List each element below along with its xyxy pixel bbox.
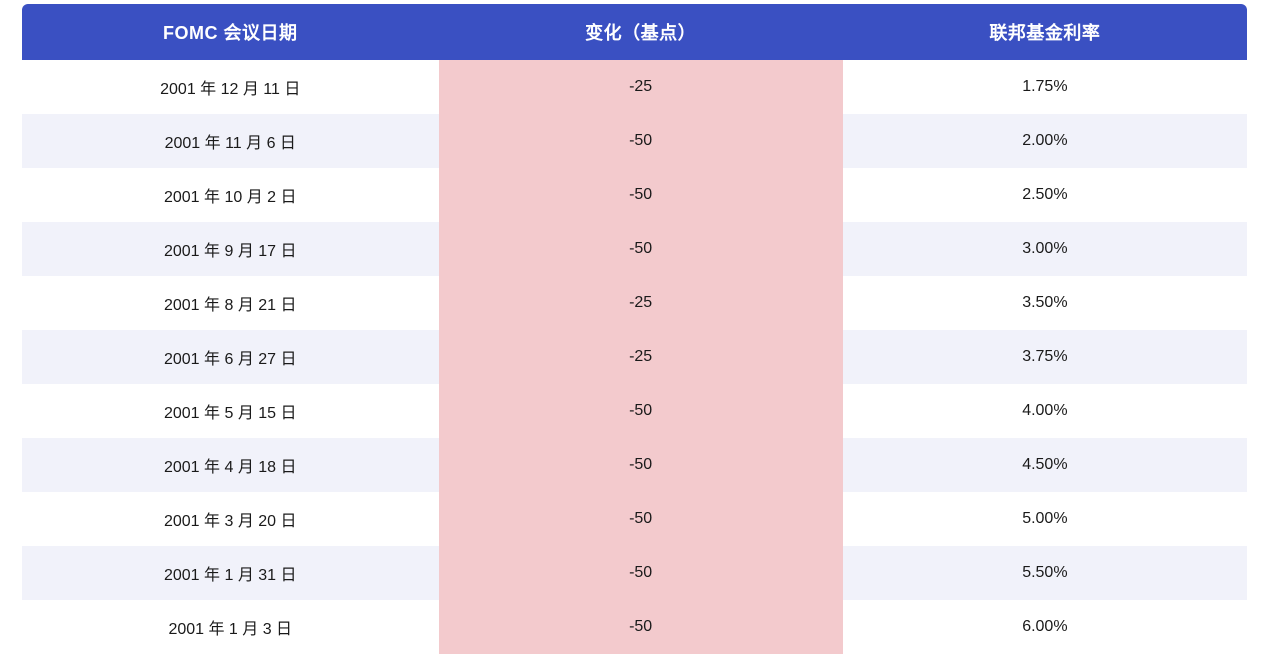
cell-change: -50 (439, 546, 843, 600)
cell-change: -50 (439, 114, 843, 168)
cell-change: -50 (439, 222, 843, 276)
table-row: 2001 年 3 月 20 日-505.00% (22, 492, 1247, 546)
cell-date: 2001 年 8 月 21 日 (22, 276, 439, 330)
header-row: FOMC 会议日期 变化（基点） 联邦基金利率 (22, 4, 1247, 60)
table-row: 2001 年 5 月 15 日-504.00% (22, 384, 1247, 438)
cell-date: 2001 年 12 月 11 日 (22, 60, 439, 114)
cell-rate: 3.50% (843, 276, 1247, 330)
table-row: 2001 年 8 月 21 日-253.50% (22, 276, 1247, 330)
cell-date: 2001 年 9 月 17 日 (22, 222, 439, 276)
table-row: 2001 年 1 月 31 日-505.50% (22, 546, 1247, 600)
table-row: 2001 年 10 月 2 日-502.50% (22, 168, 1247, 222)
table-header: FOMC 会议日期 变化（基点） 联邦基金利率 (22, 4, 1247, 60)
header-change: 变化（基点） (439, 4, 843, 60)
cell-change: -50 (439, 438, 843, 492)
cell-rate: 5.50% (843, 546, 1247, 600)
cell-date: 2001 年 1 月 3 日 (22, 600, 439, 654)
cell-rate: 6.00% (843, 600, 1247, 654)
cell-change: -50 (439, 492, 843, 546)
cell-rate: 2.50% (843, 168, 1247, 222)
cell-rate: 1.75% (843, 60, 1247, 114)
table-row: 2001 年 9 月 17 日-503.00% (22, 222, 1247, 276)
table-row: 2001 年 6 月 27 日-253.75% (22, 330, 1247, 384)
cell-date: 2001 年 5 月 15 日 (22, 384, 439, 438)
cell-change: -50 (439, 168, 843, 222)
cell-rate: 4.00% (843, 384, 1247, 438)
table-row: 2001 年 4 月 18 日-504.50% (22, 438, 1247, 492)
cell-change: -50 (439, 384, 843, 438)
cell-change: -25 (439, 276, 843, 330)
cell-change: -25 (439, 60, 843, 114)
table-container: FOMC 会议日期 变化（基点） 联邦基金利率 2001 年 12 月 11 日… (0, 0, 1269, 662)
cell-date: 2001 年 3 月 20 日 (22, 492, 439, 546)
cell-date: 2001 年 11 月 6 日 (22, 114, 439, 168)
fomc-table: FOMC 会议日期 变化（基点） 联邦基金利率 2001 年 12 月 11 日… (22, 4, 1247, 654)
cell-date: 2001 年 10 月 2 日 (22, 168, 439, 222)
header-date: FOMC 会议日期 (22, 4, 439, 60)
header-rate: 联邦基金利率 (843, 4, 1247, 60)
table-body: 2001 年 12 月 11 日-251.75%2001 年 11 月 6 日-… (22, 60, 1247, 654)
table-row: 2001 年 12 月 11 日-251.75% (22, 60, 1247, 114)
cell-date: 2001 年 4 月 18 日 (22, 438, 439, 492)
cell-rate: 3.75% (843, 330, 1247, 384)
table-row: 2001 年 11 月 6 日-502.00% (22, 114, 1247, 168)
cell-date: 2001 年 1 月 31 日 (22, 546, 439, 600)
cell-rate: 5.00% (843, 492, 1247, 546)
cell-rate: 4.50% (843, 438, 1247, 492)
cell-date: 2001 年 6 月 27 日 (22, 330, 439, 384)
cell-rate: 3.00% (843, 222, 1247, 276)
cell-rate: 2.00% (843, 114, 1247, 168)
cell-change: -50 (439, 600, 843, 654)
table-row: 2001 年 1 月 3 日-506.00% (22, 600, 1247, 654)
cell-change: -25 (439, 330, 843, 384)
